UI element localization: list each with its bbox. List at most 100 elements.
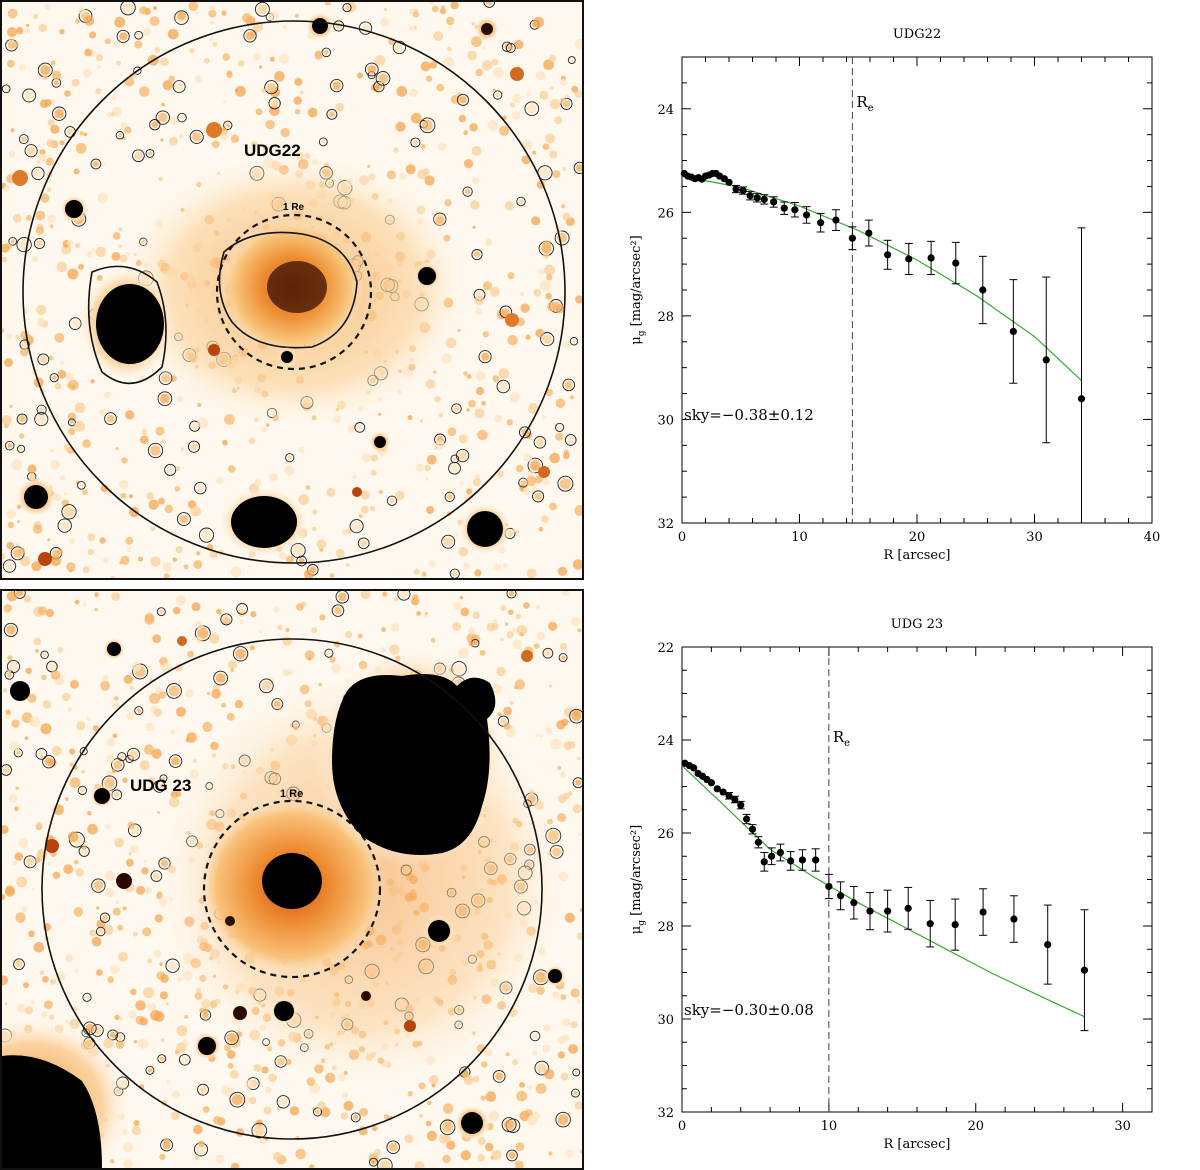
point-marker — [1077, 395, 1086, 403]
noise-blob — [404, 1134, 414, 1144]
noise-blob — [143, 987, 155, 999]
noise-blob — [527, 470, 535, 478]
point-marker — [832, 216, 840, 224]
noise-contour — [444, 491, 455, 503]
noise-blob — [393, 597, 399, 602]
noise-blob — [548, 1151, 553, 1156]
noise-contour — [312, 1107, 323, 1117]
point-marker — [707, 779, 715, 787]
noise-blob — [172, 1090, 180, 1099]
noise-blob — [47, 214, 56, 223]
noise-blob — [374, 1148, 381, 1156]
noise-contour — [410, 137, 421, 148]
noise-blob — [146, 492, 154, 500]
x-axis-label: R [arcsec] — [884, 1137, 951, 1152]
noise-blob — [82, 845, 87, 850]
noise-blob — [47, 538, 51, 542]
noise-blob — [535, 604, 541, 610]
noise-blob — [479, 649, 486, 656]
noise-blob — [299, 90, 304, 95]
noise-blob — [500, 605, 507, 611]
noise-blob — [14, 806, 19, 812]
noise-blob — [425, 1120, 432, 1127]
noise-contour — [527, 457, 544, 474]
noise-blob — [471, 146, 482, 156]
noise-blob — [18, 433, 25, 439]
noise-blob — [203, 57, 210, 64]
noise-blob — [24, 91, 34, 100]
noise-blob — [555, 304, 565, 314]
noise-blob — [101, 162, 106, 167]
noise-blob — [64, 90, 71, 97]
noise-blob — [458, 434, 468, 444]
noise-contour — [572, 1068, 581, 1077]
noise-blob — [426, 454, 437, 465]
noise-contour — [22, 88, 37, 103]
noise-blob — [148, 777, 156, 784]
bright-source — [332, 673, 496, 855]
noise-blob — [429, 61, 438, 69]
noise-blob — [134, 151, 143, 160]
noise-blob — [67, 383, 72, 388]
data-point — [816, 212, 825, 233]
noise-blob — [159, 1153, 166, 1161]
noise-blob — [549, 452, 560, 464]
noise-blob — [60, 361, 65, 366]
bright-source — [461, 1112, 483, 1134]
noise-blob — [188, 2, 199, 11]
noise-blob — [2, 415, 12, 426]
noise-blob — [18, 547, 25, 555]
noise-blob — [2, 825, 9, 835]
noise-blob — [293, 96, 302, 105]
noise-blob — [459, 481, 465, 486]
noise-blob — [549, 502, 557, 511]
noise-blob — [345, 630, 353, 639]
noise-contour — [17, 444, 26, 453]
noise-blob — [89, 929, 97, 937]
noise-blob — [448, 26, 452, 31]
noise-blob — [35, 226, 45, 235]
noise-blob — [162, 80, 173, 91]
noise-blob — [230, 1162, 240, 1168]
noise-blob — [209, 633, 220, 644]
noise-contour — [2, 764, 12, 776]
noise-blob — [81, 848, 88, 855]
noise-blob — [522, 487, 531, 496]
noise-blob — [562, 341, 570, 349]
noise-blob — [407, 1091, 413, 1097]
noise-blob — [496, 666, 506, 677]
udg23-image-panel: UDG 23 1 Re — [0, 589, 584, 1170]
noise-blob — [160, 393, 170, 404]
data-point — [790, 201, 799, 218]
noise-blob — [370, 469, 377, 476]
noise-blob — [230, 566, 242, 578]
data-point — [1077, 227, 1086, 523]
bright-source — [231, 496, 297, 548]
noise-contour — [540, 332, 555, 347]
noise-blob — [415, 463, 425, 472]
noise-blob — [466, 488, 473, 495]
noise-blob — [430, 637, 436, 643]
noise-blob — [50, 124, 60, 134]
noise-contour — [373, 80, 385, 93]
noise-blob — [378, 489, 383, 495]
noise-blob — [506, 631, 514, 639]
noise-blob — [572, 559, 582, 570]
noise-blob — [2, 975, 8, 986]
noise-blob — [3, 185, 11, 192]
data-point — [760, 852, 769, 872]
noise-contour — [116, 29, 130, 43]
data-point — [836, 881, 845, 911]
noise-blob — [552, 170, 561, 179]
noise-blob — [91, 247, 95, 252]
noise-blob — [515, 530, 520, 534]
noise-blob — [16, 591, 24, 597]
bright-source — [312, 18, 328, 34]
noise-blob — [280, 127, 290, 138]
noise-blob — [128, 494, 133, 499]
noise-blob — [447, 46, 452, 52]
noise-blob — [239, 619, 244, 625]
noise-blob — [526, 103, 537, 114]
x-tick-label: 10 — [791, 530, 808, 545]
faint-source — [404, 1020, 416, 1032]
